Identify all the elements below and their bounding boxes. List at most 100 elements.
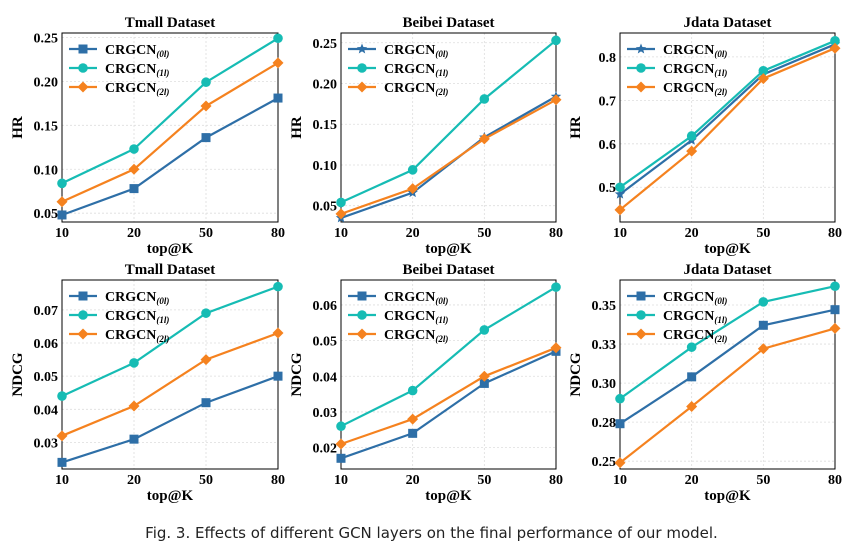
y-tick-label: 0.15 xyxy=(34,119,59,134)
y-tick-label: 0.25 xyxy=(592,455,617,470)
series-line xyxy=(619,39,836,189)
legend-label: CRGCN(1l) xyxy=(105,309,169,325)
y-tick-label: 0.05 xyxy=(313,200,338,215)
chart-panel: 0.25 0.28 0.30 0.33 0.35 10 20 50 80 Jdata Datase… xyxy=(568,262,842,504)
legend: CRGCN(0l) CRGCN(1l) CRGCN(2l) xyxy=(69,43,169,97)
legend-marker xyxy=(357,310,367,320)
data-point xyxy=(615,419,625,429)
x-tick-label: 20 xyxy=(685,226,699,241)
legend-marker xyxy=(78,310,88,320)
x-axis-label: top@K xyxy=(147,241,194,257)
y-tick-label: 0.35 xyxy=(592,299,617,314)
legend-label: CRGCN(0l) xyxy=(663,290,727,306)
legend-label: CRGCN(0l) xyxy=(384,290,448,306)
x-tick-label: 80 xyxy=(271,473,285,488)
y-tick-label: 0.07 xyxy=(34,304,59,319)
y-tick-label: 0.04 xyxy=(34,403,59,418)
legend: CRGCN(0l) CRGCN(1l) CRGCN(2l) xyxy=(348,43,448,97)
data-point xyxy=(687,372,697,382)
data-point xyxy=(686,342,697,352)
legend-marker xyxy=(357,63,367,73)
y-tick-label: 0.7 xyxy=(599,94,617,109)
legend-label: CRGCN(2l) xyxy=(105,328,169,344)
data-point xyxy=(57,391,67,401)
x-tick-label: 80 xyxy=(828,226,842,241)
legend: CRGCN(0l) CRGCN(1l) CRGCN(2l) xyxy=(69,290,169,344)
data-point xyxy=(757,73,769,85)
legend-marker xyxy=(636,63,646,73)
y-axis-label: HR xyxy=(568,116,584,139)
y-tick-label: 0.05 xyxy=(34,207,59,222)
legend-marker xyxy=(77,81,89,93)
y-tick-label: 0.06 xyxy=(34,337,59,352)
x-tick-label: 10 xyxy=(334,226,348,241)
x-tick-label: 50 xyxy=(477,473,491,488)
y-tick-label: 0.06 xyxy=(313,299,338,314)
series-line xyxy=(61,332,279,437)
data-point xyxy=(614,204,626,216)
x-tick-label: 20 xyxy=(127,226,141,241)
x-axis-label: top@K xyxy=(704,488,751,504)
legend-label: CRGCN(2l) xyxy=(384,81,448,97)
x-tick-label: 20 xyxy=(685,473,699,488)
legend-marker xyxy=(78,63,88,73)
data-point xyxy=(758,297,769,307)
series-line xyxy=(619,327,836,464)
data-point xyxy=(615,393,625,404)
data-point xyxy=(407,165,418,175)
data-point xyxy=(336,453,346,463)
y-tick-label: 0.05 xyxy=(34,370,59,385)
chart-panel: 0.03 0.04 0.05 0.06 0.07 10 20 50 80 Tmall Datase… xyxy=(10,262,285,504)
plot-frame xyxy=(619,32,836,223)
x-tick-label: 50 xyxy=(199,226,213,241)
plot-frame xyxy=(61,279,279,470)
series-line xyxy=(61,285,279,398)
y-tick-label: 0.30 xyxy=(592,377,617,392)
data-point xyxy=(551,282,561,292)
data-point xyxy=(478,133,490,145)
y-tick-label: 0.8 xyxy=(599,51,617,66)
x-tick-label: 20 xyxy=(127,473,141,488)
series-line xyxy=(619,285,836,400)
data-point xyxy=(129,184,139,194)
legend-marker xyxy=(356,43,368,54)
series-line xyxy=(340,95,557,219)
data-point xyxy=(407,183,419,195)
data-point xyxy=(614,188,626,199)
data-point xyxy=(201,77,211,88)
series-line xyxy=(340,39,557,204)
data-point xyxy=(335,438,347,450)
data-point xyxy=(830,281,840,292)
data-point xyxy=(551,35,561,46)
data-point xyxy=(615,182,625,193)
x-tick-label: 80 xyxy=(271,226,285,241)
legend-marker xyxy=(78,44,88,54)
x-tick-label: 50 xyxy=(756,473,770,488)
legend-label: CRGCN(0l) xyxy=(663,43,727,59)
data-point xyxy=(829,322,841,334)
y-tick-label: 0.20 xyxy=(313,78,338,93)
y-axis-label: NDCG xyxy=(10,352,26,396)
y-tick-label: 0.20 xyxy=(34,75,59,90)
legend-label: CRGCN(1l) xyxy=(663,62,727,78)
y-tick-label: 0.04 xyxy=(313,370,338,385)
legend-marker xyxy=(357,291,367,301)
data-point xyxy=(129,144,139,154)
data-point xyxy=(686,401,698,413)
legend-label: CRGCN(1l) xyxy=(384,62,448,78)
data-point xyxy=(200,354,212,366)
data-point xyxy=(686,131,697,141)
y-axis-label: HR xyxy=(10,116,26,139)
legend-label: CRGCN(0l) xyxy=(105,43,169,59)
data-point xyxy=(201,398,211,408)
series-line xyxy=(61,375,279,464)
plot-frame xyxy=(619,279,836,470)
data-point xyxy=(686,145,698,157)
chart-title: Jdata Dataset xyxy=(684,15,772,31)
x-tick-label: 50 xyxy=(199,473,213,488)
data-point xyxy=(758,66,769,76)
x-tick-label: 10 xyxy=(55,473,69,488)
y-tick-label: 0.15 xyxy=(313,118,338,133)
x-tick-label: 80 xyxy=(549,226,563,241)
